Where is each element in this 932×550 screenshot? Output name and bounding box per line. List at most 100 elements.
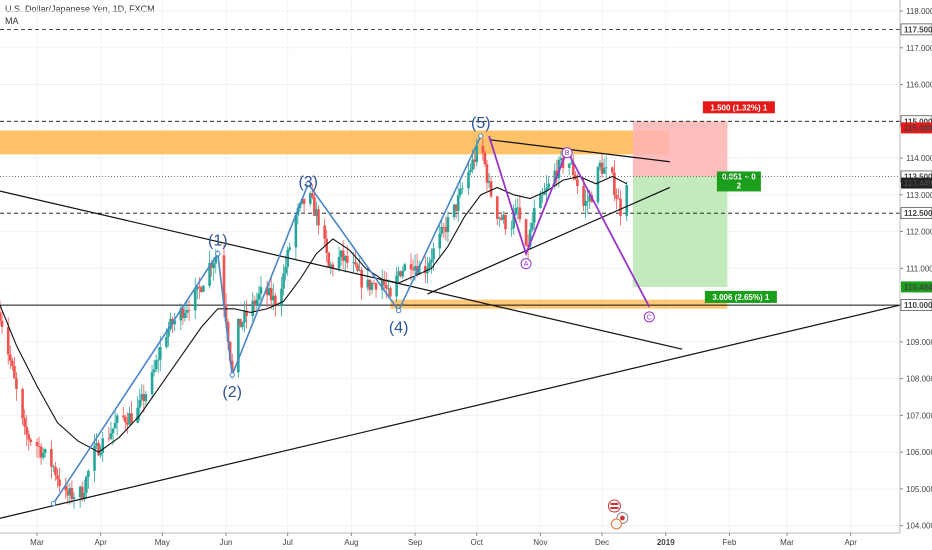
candle-body — [230, 360, 234, 373]
candle-body — [469, 169, 472, 173]
candle-body — [596, 167, 600, 203]
candle-body — [588, 195, 592, 201]
wave-point — [395, 307, 402, 314]
wave-label: (4) — [389, 320, 409, 337]
candle-body — [582, 185, 585, 206]
grid — [0, 0, 900, 533]
time-axis[interactable]: Mar Apr May Jun Jul Aug Sep Oct Nov Dec 2019 Feb Mar… — [0, 532, 932, 550]
candle-body — [144, 394, 148, 402]
candle-body — [265, 287, 269, 296]
candle-body — [257, 293, 261, 300]
candle-body — [66, 490, 70, 496]
candle-body — [516, 207, 520, 209]
candle-body — [545, 187, 548, 192]
indicator-label[interactable]: MA — [5, 16, 19, 26]
candle-body — [187, 309, 191, 311]
center-label-line2: 2 — [737, 181, 742, 190]
corrective-label: B — [565, 150, 570, 157]
candle-body — [510, 228, 513, 230]
candle-body — [269, 288, 273, 301]
candle-body — [274, 295, 277, 307]
price-tag-label: 113.449 — [904, 179, 932, 188]
wave-count: (1) (2) (3) (4) (5) A B C — [50, 115, 655, 507]
candle-body — [598, 162, 602, 168]
candle-body — [532, 208, 536, 223]
candle-body — [259, 287, 263, 294]
price-tick-label: 112.000 — [906, 228, 932, 237]
candle-body — [167, 329, 170, 337]
candle-body — [6, 327, 10, 355]
risk-label: 1.500 (1.32%) 1 — [710, 103, 767, 112]
candle-body — [327, 252, 331, 267]
candle-body — [567, 163, 571, 168]
candle-body — [619, 198, 622, 216]
candle-body — [543, 191, 546, 195]
wave-label: (2) — [222, 384, 242, 401]
candle-body — [500, 217, 503, 220]
price-tag-box — [900, 23, 932, 36]
price-tick-label: 116.000 — [906, 81, 932, 90]
candle-body — [68, 488, 72, 496]
event-icons[interactable] — [607, 499, 629, 530]
price-tag-label: 115.000 — [904, 117, 932, 126]
candle-body — [210, 262, 213, 268]
candle-body — [208, 262, 211, 286]
candle-body — [37, 445, 41, 447]
price-tag-box — [900, 299, 932, 311]
candle-body — [446, 217, 450, 233]
time-tick-label: Feb — [723, 538, 737, 547]
ma-line — [0, 175, 627, 453]
trendline — [427, 186, 671, 295]
trendline — [0, 190, 683, 350]
candle-body — [267, 288, 271, 296]
candle-body — [514, 208, 518, 215]
candle-body — [584, 201, 587, 206]
candle-body — [271, 295, 275, 301]
candle-body — [185, 309, 189, 313]
candle-body — [454, 204, 458, 211]
wave-label: (1) — [208, 233, 228, 250]
candle-body — [150, 372, 154, 395]
candle-body — [481, 145, 485, 153]
candle-body — [368, 279, 372, 290]
candle-body — [72, 497, 76, 499]
price-axis[interactable]: 104.000 105.000 106.000 107.000 108.000 109.0… — [899, 0, 932, 550]
risk-label-box — [702, 101, 775, 114]
candle-body — [387, 288, 390, 290]
candle-body — [95, 442, 98, 446]
candle-body — [385, 284, 388, 289]
candle-body — [241, 322, 244, 328]
candle-body — [284, 266, 287, 274]
candle-body — [8, 354, 12, 361]
candle-body — [337, 257, 341, 269]
candle-body — [128, 413, 131, 425]
candle-body — [461, 188, 464, 190]
candle-body — [345, 255, 349, 263]
candle-body — [138, 399, 142, 408]
candle-body — [169, 318, 172, 330]
price-tick-label: 106.000 — [906, 448, 932, 457]
candle-body — [0, 320, 4, 328]
corrective-marker — [561, 147, 573, 159]
price-tick-label: 111.000 — [906, 264, 932, 273]
time-tick-label: Jul — [283, 538, 293, 547]
price-tag-label: 115.000 — [904, 124, 932, 133]
reward-label: 3.006 (2.65%) 1 — [712, 293, 769, 302]
corrective-marker — [643, 311, 655, 323]
candle-body — [358, 270, 361, 271]
candle-body — [380, 279, 384, 290]
candle-body — [600, 162, 604, 174]
chart-title: U.S. Dollar/Japanese Yen, 1D, FXCM — [5, 4, 155, 14]
flag-dot-icon — [619, 515, 625, 521]
price-tick-label: 118.000 — [906, 7, 932, 16]
candle-body — [495, 196, 499, 219]
position-tool[interactable]: 1.500 (1.32%) 1 3.006 (2.65%) 1 0.051 ~ 02 — [632, 101, 777, 303]
wave-point — [50, 500, 57, 507]
candle-body — [323, 225, 326, 239]
candle-body — [473, 159, 476, 163]
candle-body — [183, 312, 187, 318]
candle-body — [341, 250, 345, 261]
time-tick-label: Apr — [844, 538, 857, 547]
candle-body — [354, 262, 357, 265]
